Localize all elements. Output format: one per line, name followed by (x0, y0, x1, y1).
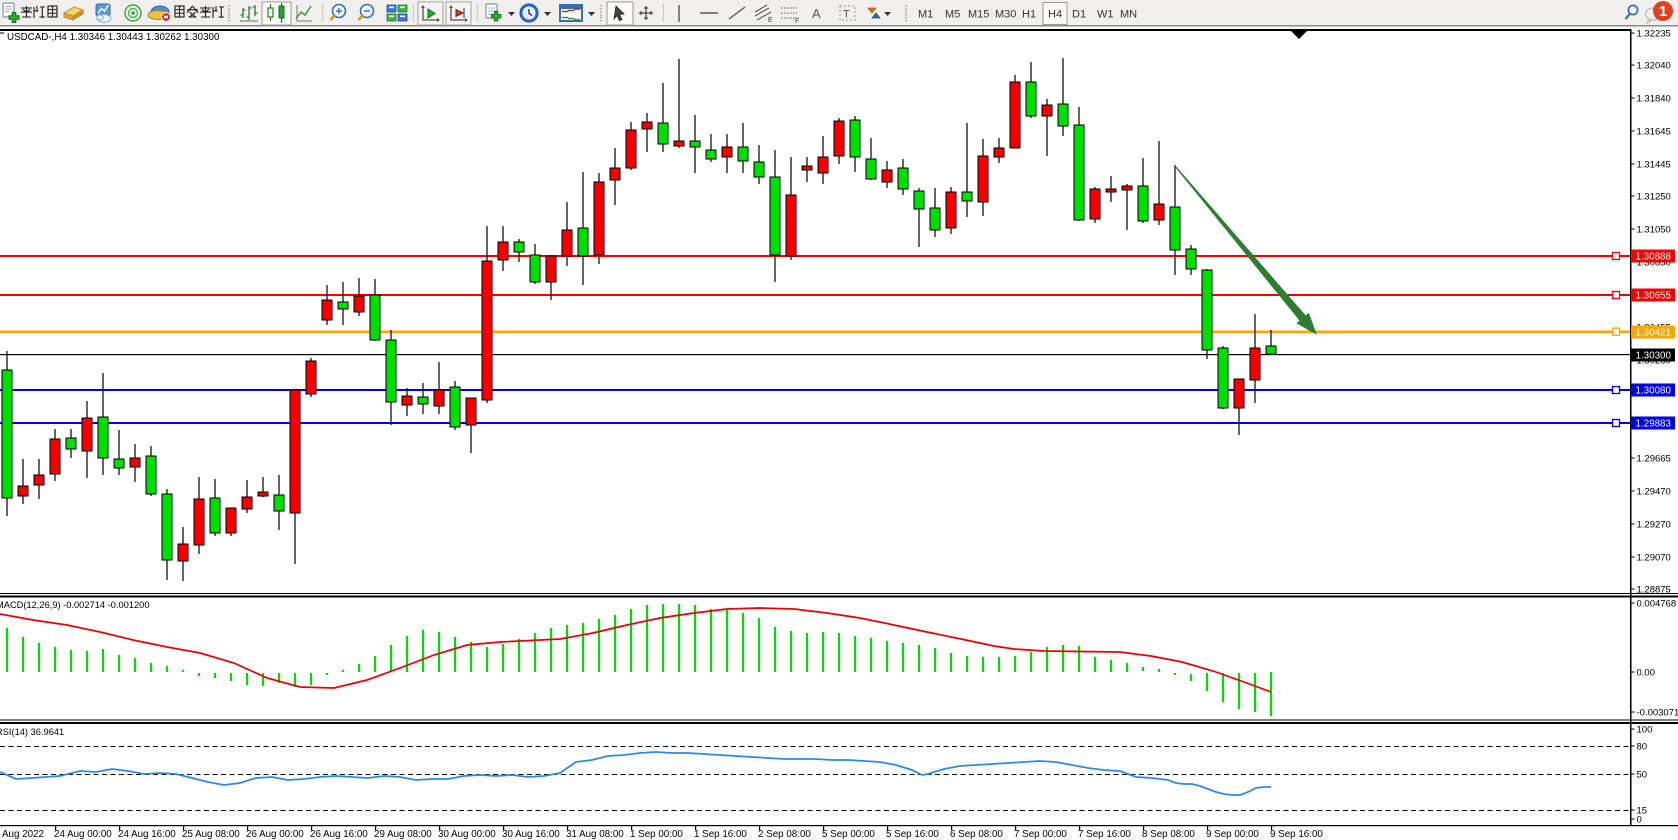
svg-text:25 Aug 08:00: 25 Aug 08:00 (182, 829, 240, 840)
svg-text:T: T (843, 9, 850, 21)
svg-text:24 Aug 16:00: 24 Aug 16:00 (118, 829, 176, 840)
svg-text:1.32235: 1.32235 (1637, 29, 1671, 40)
svg-text:2 Sep 08:00: 2 Sep 08:00 (758, 829, 811, 840)
svg-text:9 Sep 00:00: 9 Sep 00:00 (1206, 829, 1259, 840)
svg-text:M1: M1 (918, 9, 933, 21)
svg-text:15: 15 (1637, 806, 1648, 817)
svg-text:0: 0 (1637, 815, 1642, 826)
svg-text:MN: MN (1120, 9, 1137, 21)
svg-text:H4: H4 (1048, 9, 1062, 21)
svg-text:E: E (768, 17, 773, 24)
svg-text:D1: D1 (1072, 9, 1086, 21)
svg-text:7 Sep 00:00: 7 Sep 00:00 (1014, 829, 1067, 840)
svg-text:1.31445: 1.31445 (1637, 160, 1671, 171)
svg-text:9 Sep 16:00: 9 Sep 16:00 (1270, 829, 1323, 840)
svg-text:1.29070: 1.29070 (1637, 553, 1671, 564)
svg-text:31 Aug 08:00: 31 Aug 08:00 (566, 829, 624, 840)
svg-text:1 Sep 00:00: 1 Sep 00:00 (630, 829, 683, 840)
svg-text:1.31250: 1.31250 (1637, 192, 1671, 203)
svg-text:1.30421: 1.30421 (1636, 328, 1671, 339)
svg-text:H1: H1 (1022, 9, 1036, 21)
svg-text:F: F (795, 18, 799, 25)
svg-text:100: 100 (1637, 725, 1653, 736)
svg-text:M15: M15 (968, 9, 989, 21)
svg-text:1.31050: 1.31050 (1637, 225, 1671, 236)
svg-text:W1: W1 (1097, 9, 1114, 21)
svg-text:1 Sep 16:00: 1 Sep 16:00 (694, 829, 747, 840)
svg-text:5 Sep 00:00: 5 Sep 00:00 (822, 829, 875, 840)
svg-text:30 Aug 16:00: 30 Aug 16:00 (502, 829, 560, 840)
svg-text:1.29883: 1.29883 (1636, 419, 1672, 430)
svg-text:1: 1 (1659, 3, 1667, 20)
svg-text:29 Aug 08:00: 29 Aug 08:00 (374, 829, 432, 840)
svg-text:30 Aug 00:00: 30 Aug 00:00 (438, 829, 496, 840)
svg-text:1.32040: 1.32040 (1637, 61, 1671, 72)
svg-text:1.30850: 1.30850 (1637, 258, 1671, 269)
svg-text:M5: M5 (945, 9, 960, 21)
svg-text:-0.003071: -0.003071 (1637, 708, 1678, 719)
svg-text:26 Aug 00:00: 26 Aug 00:00 (246, 829, 304, 840)
svg-text:50: 50 (1637, 770, 1648, 781)
svg-text:0.004768: 0.004768 (1637, 599, 1677, 610)
svg-text:24 Aug 00:00: 24 Aug 00:00 (54, 829, 112, 840)
svg-text:USDCAD-,H4 1.30346 1.30443 1.: USDCAD-,H4 1.30346 1.30443 1.30262 1.303… (7, 32, 220, 43)
svg-text:1.29470: 1.29470 (1637, 487, 1671, 498)
svg-text:1.30888: 1.30888 (1636, 252, 1672, 263)
svg-text:8 Sep 08:00: 8 Sep 08:00 (1142, 829, 1195, 840)
svg-text:5 Sep 16:00: 5 Sep 16:00 (886, 829, 939, 840)
svg-text:A: A (812, 6, 821, 21)
svg-text:M30: M30 (995, 9, 1016, 21)
svg-text:26 Aug 16:00: 26 Aug 16:00 (310, 829, 368, 840)
svg-text:7 Sep 16:00: 7 Sep 16:00 (1078, 829, 1131, 840)
svg-text:1.28875: 1.28875 (1637, 585, 1671, 596)
svg-text:1.29665: 1.29665 (1637, 454, 1671, 465)
svg-text:Aug 2022: Aug 2022 (2, 829, 44, 840)
svg-text:6 Sep 08:00: 6 Sep 08:00 (950, 829, 1003, 840)
svg-text:MACD(12,26,9) -0.002714 -0.001: MACD(12,26,9) -0.002714 -0.001200 (0, 600, 150, 610)
svg-text:RSI(14) 36.9641: RSI(14) 36.9641 (0, 727, 64, 737)
svg-text:1.30080: 1.30080 (1636, 386, 1672, 397)
svg-text:1.29270: 1.29270 (1637, 520, 1671, 531)
svg-text:80: 80 (1637, 742, 1648, 753)
svg-text:1.30300: 1.30300 (1636, 351, 1672, 362)
svg-text:0.00: 0.00 (1637, 668, 1656, 679)
svg-text:1.30655: 1.30655 (1636, 291, 1672, 302)
svg-text:1.31645: 1.31645 (1637, 127, 1671, 138)
svg-text:1.31840: 1.31840 (1637, 94, 1671, 105)
